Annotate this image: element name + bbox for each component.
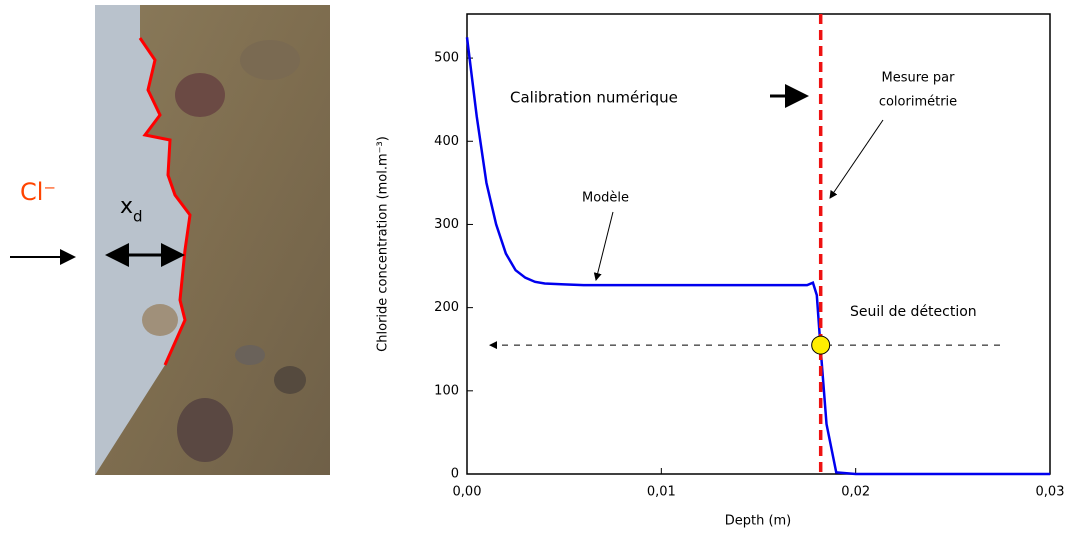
y-tick-label: 500 [434,51,459,66]
y-tick-label: 400 [434,134,459,149]
photo: Cl⁻ x d [10,5,330,475]
x-tick-label: 0,00 [453,485,482,500]
x-tick-label: 0,01 [647,485,676,500]
intersection-point [811,335,831,355]
x-tick-label: 0,02 [841,485,870,500]
plot-frame [466,13,1051,475]
data-line [465,37,1050,476]
y-axis-label: Chloride concentration (mol.m⁻³) [376,136,391,352]
ion-label: Cl⁻ [20,178,56,206]
depth-label: x [120,194,133,219]
annotation: colorimétrie [879,95,957,110]
chart: Depth (m) Chloride concentration (mol.m⁻… [376,13,1065,529]
annotation: Mesure par [882,71,956,86]
y-tick-label: 0 [451,467,459,482]
y-tick-label: 300 [434,217,459,232]
annotation: Seuil de détection [850,304,977,320]
annotation: Modèle [582,191,629,206]
x-axis-label: Depth (m) [725,514,792,529]
annotation: Calibration numérique [510,89,678,107]
y-tick-label: 200 [434,300,459,315]
x-tick-label: 0,03 [1036,485,1065,500]
depth-subscript: d [133,208,143,226]
y-tick-label: 100 [434,383,459,398]
